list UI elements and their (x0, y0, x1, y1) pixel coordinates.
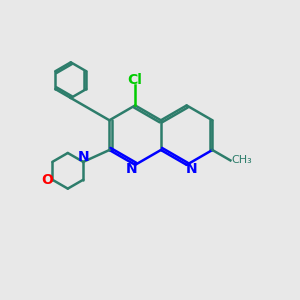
Text: CH₃: CH₃ (232, 155, 253, 165)
Text: N: N (185, 162, 197, 176)
Text: Cl: Cl (128, 73, 142, 87)
Text: O: O (41, 173, 53, 187)
Text: N: N (126, 162, 137, 176)
Text: N: N (77, 149, 89, 164)
